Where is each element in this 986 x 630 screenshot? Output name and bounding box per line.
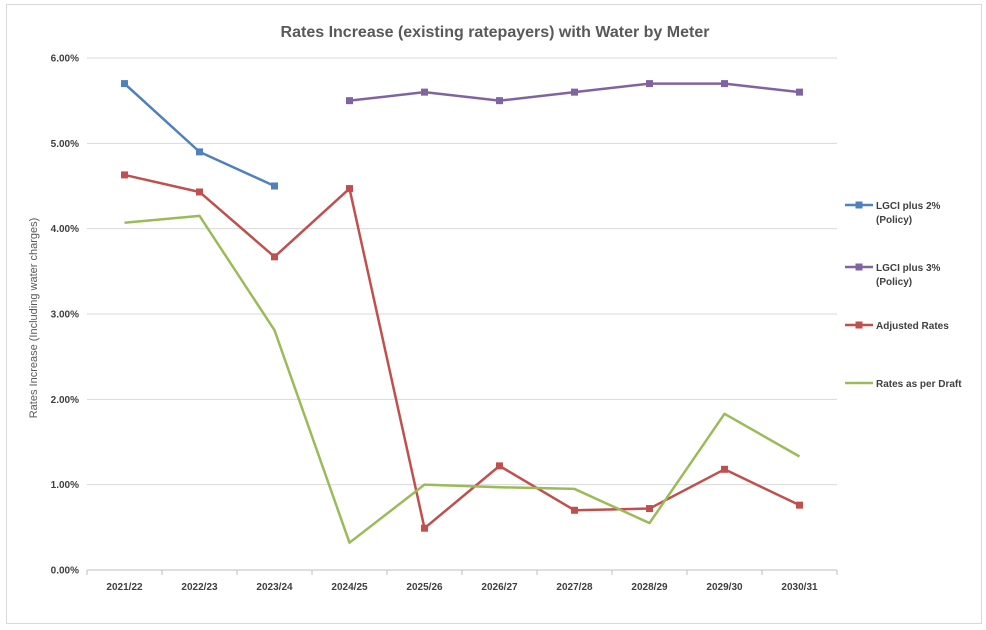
x-tick-label: 2030/31 [781,582,818,593]
legend-item: Adjusted Rates [845,321,949,332]
series-line [123,82,276,188]
y-tick-label: 5.00% [51,139,79,150]
y-tick-label: 6.00% [51,54,79,65]
legend-item: Rates as per Draft [845,379,962,390]
data-point [796,88,803,96]
series-2 [121,171,803,532]
series-line [124,214,801,544]
data-point [196,188,203,196]
data-point [721,465,728,473]
data-point [796,501,803,509]
data-point [646,80,653,88]
data-point [346,185,353,193]
legend-label: (Policy) [876,277,912,288]
x-tick-label: 2029/30 [706,582,743,593]
series-1 [346,80,803,105]
y-tick-label: 2.00% [51,395,79,406]
legend-label: Rates as per Draft [876,379,962,390]
data-point [346,97,353,105]
x-tick-label: 2027/28 [556,582,593,593]
data-point [421,524,428,532]
data-point [121,171,128,179]
x-tick-label: 2024/25 [331,582,368,593]
x-tick-label: 2021/22 [106,582,143,593]
y-tick-label: 1.00% [51,480,79,491]
legend-label: (Policy) [876,215,912,226]
x-tick-label: 2028/29 [631,582,668,593]
x-tick-label: 2022/23 [181,582,218,593]
series-line [124,173,801,530]
gridlines [87,57,837,571]
x-tick-label: 2025/26 [406,582,443,593]
data-point [121,80,128,88]
legend-swatch-marker [855,321,863,329]
y-tick-label: 0.00% [51,566,79,577]
series-3 [124,214,801,544]
y-tick-label: 4.00% [51,224,79,235]
data-point [196,148,203,156]
legend-swatch-marker [855,201,863,209]
y-tick-label: 3.00% [51,310,79,321]
series-0 [121,80,278,190]
data-point [646,505,653,513]
legend-label: LGCI plus 2% [876,201,941,212]
x-axis-ticks: 2021/22 2022/23 2023/24 2024/25 2025/26 2026/… [86,570,838,593]
data-point [571,88,578,96]
data-point [271,253,278,261]
legend-label: Adjusted Rates [876,321,949,332]
y-axis-label: Rates Increase (Including water charges) [28,218,40,419]
data-point [496,462,503,470]
legend: LGCI plus 2% (Policy) LGCI plus 3% (Policy)… [845,201,962,390]
chart-title: Rates Increase (existing ratepayers) wit… [281,24,710,41]
data-point [421,88,428,96]
y-axis-ticks: 0.00% 1.00% 2.00% 3.00% 4.00% 5.00% 6.00% [51,54,79,577]
chart-area: Rates Increase (existing ratepayers) wit… [6,4,982,624]
data-point [571,506,578,514]
x-tick-label: 2023/24 [256,582,293,593]
line-chart: Rates Increase (existing ratepayers) wit… [28,24,962,593]
legend-item: LGCI plus 2% (Policy) [845,201,941,226]
data-point [721,80,728,88]
data-point [271,182,278,190]
legend-item: LGCI plus 3% (Policy) [845,263,941,288]
series-lines [121,80,803,544]
data-point [496,97,503,105]
legend-swatch-marker [855,263,863,271]
legend-label: LGCI plus 3% [876,263,941,274]
x-tick-label: 2026/27 [481,582,518,593]
